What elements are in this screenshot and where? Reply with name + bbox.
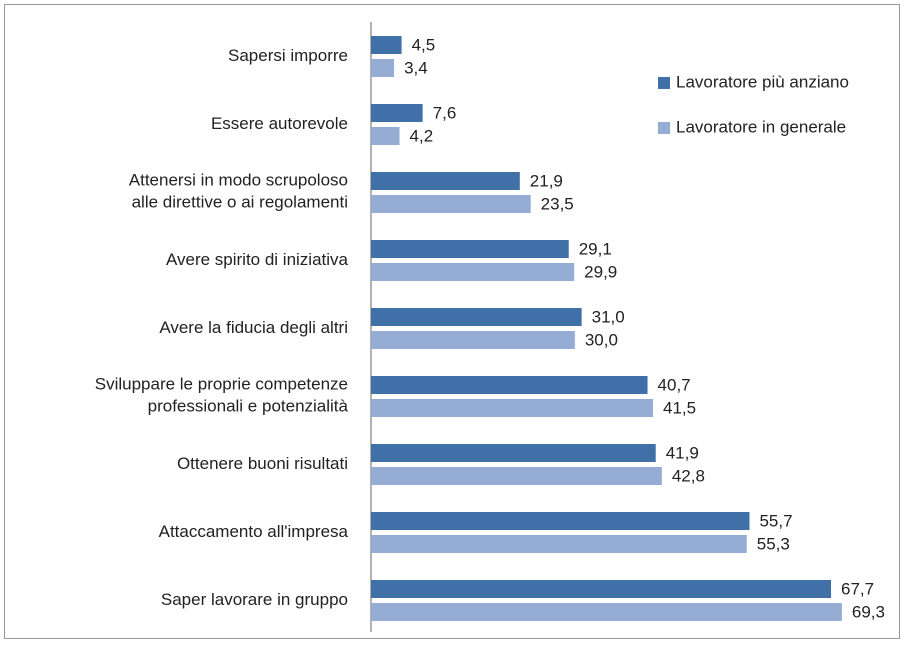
value-label: 3,4 [404, 58, 428, 77]
value-label: 7,6 [433, 103, 457, 122]
value-label: 55,7 [759, 511, 792, 530]
bar [371, 331, 575, 349]
value-label: 41,5 [663, 398, 696, 417]
value-label: 21,9 [530, 171, 563, 190]
y-tick-label: Sapersi imporre [228, 46, 348, 65]
value-label: 69,3 [852, 602, 885, 621]
value-label: 40,7 [658, 375, 691, 394]
value-label: 4,2 [410, 126, 434, 145]
bar [371, 580, 832, 598]
y-tick-label: Saper lavorare in gruppo [161, 590, 348, 609]
value-label: 23,5 [541, 194, 574, 213]
value-label: 67,7 [841, 579, 874, 598]
bar [371, 59, 395, 77]
legend-label: Lavoratore più anziano [676, 72, 849, 91]
bar [371, 308, 582, 326]
bar [371, 263, 575, 281]
value-label: 31,0 [592, 307, 625, 326]
value-label: 4,5 [412, 35, 436, 54]
bar [371, 172, 520, 190]
value-label: 42,8 [672, 466, 705, 485]
value-label: 29,1 [579, 239, 612, 258]
value-label: 55,3 [757, 534, 790, 553]
value-label: 41,9 [666, 443, 699, 462]
legend-swatch [658, 122, 670, 134]
y-tick-label: Essere autorevole [211, 114, 348, 133]
y-tick-label: Attaccamento all'impresa [159, 522, 349, 541]
value-label: 30,0 [585, 330, 618, 349]
bar [371, 444, 656, 462]
legend-swatch [658, 77, 670, 89]
bar [371, 240, 569, 258]
y-tick-label: Avere la fiducia degli altri [159, 318, 348, 337]
frame [4, 4, 900, 639]
y-tick-label: Avere spirito di iniziativa [166, 250, 349, 269]
bar [371, 376, 648, 394]
bar [371, 535, 747, 553]
value-label: 29,9 [584, 262, 617, 281]
bar [371, 512, 750, 530]
y-tick-label: Attenersi in modo scrupoloso alle diretti… [129, 171, 348, 212]
bar [371, 36, 402, 54]
bar [371, 399, 653, 417]
y-tick-label: Ottenere buoni risultati [177, 454, 348, 473]
y-tick-label: Sviluppare le proprie competenze professi… [95, 375, 349, 416]
bar [371, 104, 423, 122]
legend-label: Lavoratore in generale [676, 117, 846, 136]
bar [371, 127, 400, 145]
bar [371, 195, 531, 213]
bar [371, 603, 842, 621]
bar [371, 467, 662, 485]
